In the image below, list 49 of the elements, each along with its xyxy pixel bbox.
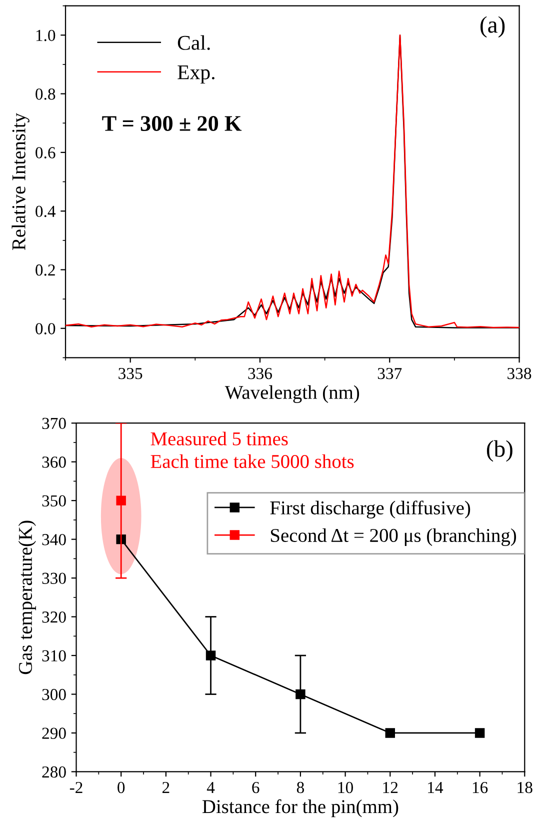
legend-label: Exp. — [178, 65, 214, 84]
x-tick-label: 4 — [206, 782, 215, 793]
point — [474, 728, 485, 738]
y-tick-label: 280 — [42, 766, 66, 778]
x-tick-label: 338 — [508, 368, 532, 380]
y-tick-label: 0.2 — [36, 264, 55, 276]
y-axis-title: Gas temperature(K) — [18, 520, 36, 674]
x-tick-label: 18 — [518, 782, 532, 794]
x-tick-label: 16 — [472, 782, 488, 794]
x-tick-label: 6 — [252, 782, 260, 794]
legend-label: Cal. — [178, 35, 210, 50]
x-tick-label: 14 — [428, 782, 444, 793]
y-tick-label: 320 — [42, 611, 66, 623]
y-axis-title: Relative Intensity — [12, 112, 30, 250]
y-tick-label: 350 — [42, 495, 66, 507]
y-tick-label: 0.4 — [36, 206, 56, 218]
annotation: (b) — [486, 440, 512, 462]
annotation: (a) — [480, 16, 505, 38]
x-tick-label: -2 — [70, 782, 82, 793]
point — [116, 496, 126, 506]
annotation: Each time take 5000 shots — [150, 454, 354, 468]
legend-label: First discharge (diffusive) — [270, 500, 470, 518]
y-tick-label: 0.8 — [36, 88, 56, 100]
x-tick-label: 10 — [338, 782, 353, 794]
y-tick-label: 1.0 — [36, 30, 56, 42]
y-tick-label: 310 — [42, 650, 66, 662]
annotation: Measured 5 times — [150, 432, 288, 446]
x-tick-label: 12 — [383, 782, 398, 793]
point — [206, 650, 216, 660]
point — [385, 728, 395, 738]
x-tick-label: 336 — [248, 368, 272, 380]
x-tick-label: 2 — [162, 782, 170, 793]
y-tick-label: 330 — [42, 572, 66, 584]
y-tick-label: 0.0 — [36, 323, 56, 334]
y-tick-label: 370 — [42, 418, 66, 430]
y-tick-label: 300 — [42, 688, 66, 700]
y-tick-label: 0.6 — [36, 147, 56, 158]
x-axis-title: Wavelength (nm) — [224, 385, 360, 403]
x-tick-label: 8 — [296, 782, 304, 794]
y-tick-label: 340 — [42, 534, 66, 546]
legend-label: Second Δt = 200 μs (branching) — [270, 528, 516, 546]
annotation: T = 300 ± 20 K — [102, 116, 242, 132]
x-tick-label: 0 — [118, 782, 125, 794]
x-tick-label: 335 — [118, 368, 142, 380]
y-tick-label: 360 — [42, 456, 66, 468]
point — [296, 689, 306, 700]
x-tick-label: 337 — [378, 368, 402, 380]
y-tick-label: 290 — [42, 728, 66, 739]
x-axis-title: Distance for the pin(mm) — [202, 799, 398, 818]
